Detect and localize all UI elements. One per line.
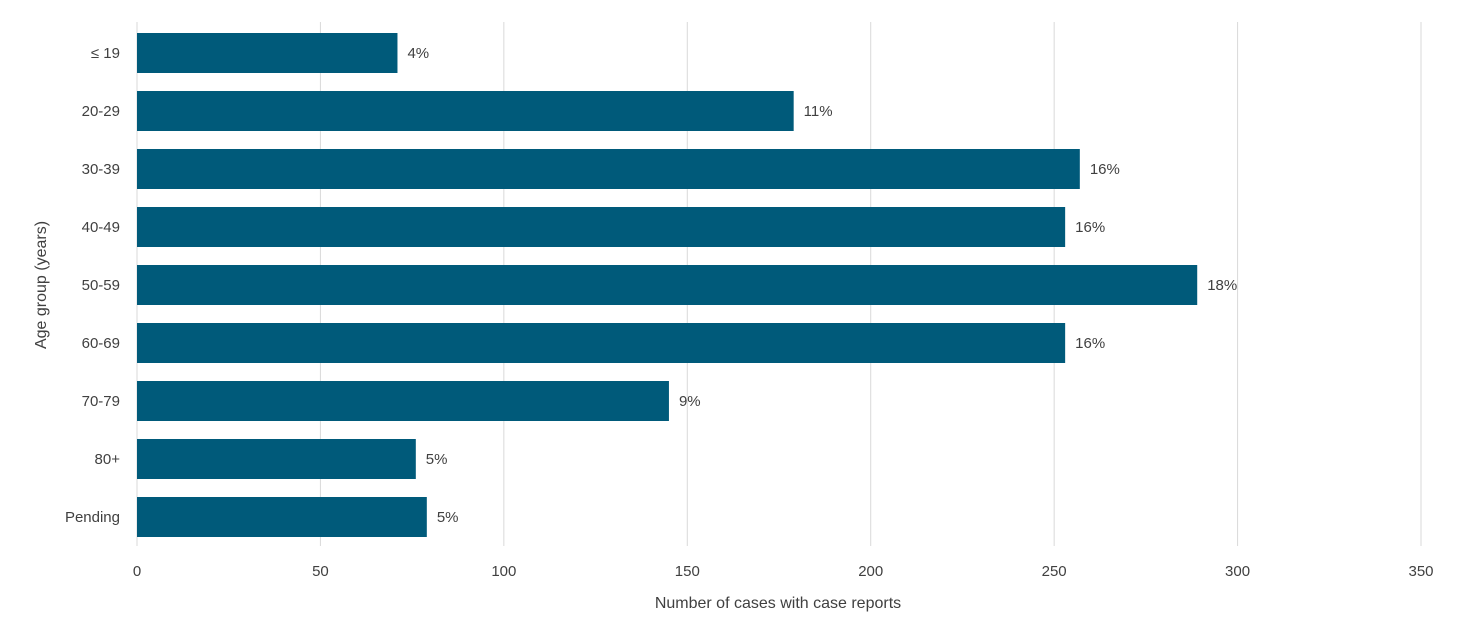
y-axis-title: Age group (years) — [33, 221, 50, 349]
x-tick-label: 200 — [858, 563, 883, 580]
bar — [137, 91, 794, 131]
bar — [137, 265, 1198, 305]
data-label: 5% — [426, 451, 448, 468]
bar — [137, 439, 416, 479]
x-tick-label: 350 — [1408, 563, 1433, 580]
x-tick-label: 50 — [312, 563, 329, 580]
y-category-label: Pending — [65, 509, 120, 526]
x-axis-title: Number of cases with case reports — [655, 595, 901, 612]
y-category-label: 20-29 — [82, 103, 120, 120]
data-label: 11% — [804, 103, 833, 120]
data-label: 16% — [1075, 335, 1105, 352]
data-label: 16% — [1075, 219, 1105, 236]
y-category-label: 60-69 — [82, 335, 120, 352]
y-axis-categories: ≤ 19 20-29 30-39 40-49 50-59 60-69 70-79 80+ Pen… — [65, 45, 120, 526]
bar — [137, 207, 1066, 247]
bar — [137, 33, 398, 73]
data-label: 4% — [407, 45, 429, 62]
data-labels: 4% 11% 16% 16% 18% 16% 9% 5% 5% — [407, 45, 1237, 526]
bars — [137, 33, 1198, 537]
x-tick-label: 300 — [1225, 563, 1250, 580]
data-label: 18% — [1207, 277, 1237, 294]
bar — [137, 149, 1080, 189]
bar — [137, 381, 669, 421]
y-category-label: 80+ — [95, 451, 121, 468]
data-label: 16% — [1090, 161, 1120, 178]
bar — [137, 323, 1066, 363]
bar — [137, 497, 427, 537]
y-category-label: 40-49 — [82, 219, 120, 236]
x-tick-label: 150 — [675, 563, 700, 580]
x-tick-label: 0 — [133, 563, 141, 580]
y-category-label: 30-39 — [82, 161, 120, 178]
data-label: 9% — [679, 393, 701, 410]
x-tick-label: 250 — [1042, 563, 1067, 580]
x-tick-label: 100 — [491, 563, 516, 580]
x-axis-ticks: 0 50 100 150 200 250 300 350 — [133, 563, 1434, 580]
y-category-label: 50-59 — [82, 277, 120, 294]
y-category-label: 70-79 — [82, 393, 120, 410]
y-category-label: ≤ 19 — [91, 45, 120, 62]
data-label: 5% — [437, 509, 459, 526]
